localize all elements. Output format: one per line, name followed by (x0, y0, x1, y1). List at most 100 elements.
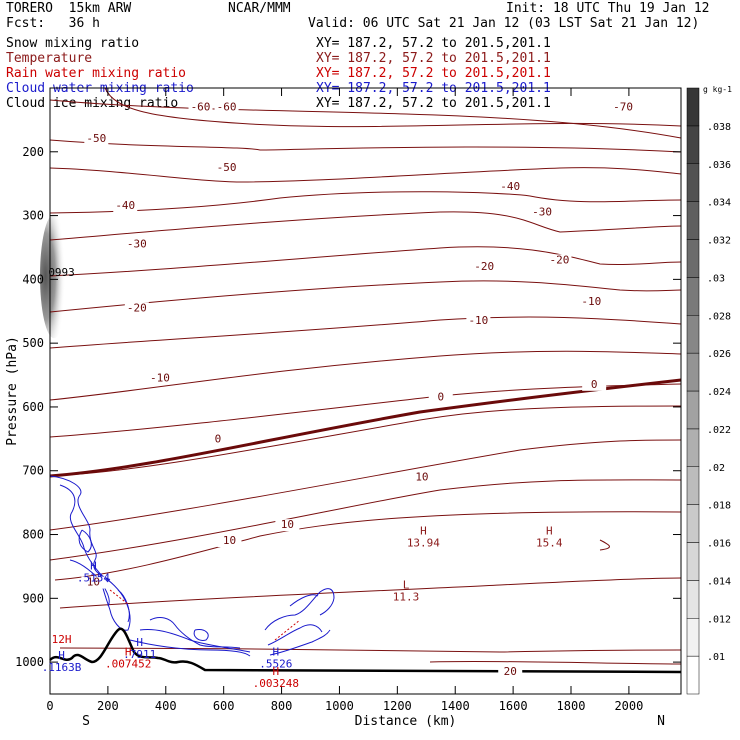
temperature-contour-label: -50 (86, 132, 106, 145)
extremum-marker: H (272, 665, 279, 678)
cloud-water-contour (267, 624, 323, 646)
temperature-contour (49, 139, 682, 153)
contour-label-bg (530, 206, 555, 219)
temperature-contour (49, 479, 682, 561)
x-tick-label: 200 (97, 699, 119, 713)
colorbar-tick-label: .014 (707, 576, 731, 587)
temperature-contour (49, 316, 682, 349)
temperature-contour-label: 10 (281, 518, 294, 531)
x-tick-label: 1400 (441, 699, 470, 713)
field-name: Rain water mixing ratio (6, 66, 187, 81)
temperature-contour-label: -30 (127, 237, 147, 250)
extremum-value: 13.94 (407, 537, 440, 550)
center-name: NCAR/MMM (228, 1, 291, 16)
contour-label-bg (147, 372, 172, 385)
temperature-contour-label: -40 (115, 199, 135, 212)
temperature-contour (429, 660, 682, 665)
field-name: Cloud ice mixing ratio (6, 96, 179, 111)
contour-label-bg (124, 302, 149, 315)
temperature-contour-label: 0 (215, 433, 222, 446)
y-tick-label: 600 (22, 400, 44, 414)
y-axis-label: Pressure (hPa) (5, 336, 20, 446)
temperature-contour (49, 211, 682, 241)
field-name: Temperature (6, 51, 93, 66)
colorbar-tick-label: .036 (707, 160, 731, 171)
contour-label-bg (611, 101, 636, 114)
y-tick-label: 400 (22, 272, 44, 286)
north-label: N (657, 714, 665, 729)
temperature-contour (49, 350, 682, 401)
extremum-value: .5154 (77, 572, 110, 585)
extremum-marker: H (58, 649, 65, 662)
cloud-water-contour (289, 594, 319, 607)
field-xy-range: XY= 187.2, 57.2 to 201.5,201.1 (316, 66, 551, 81)
y-tick-label: 1000 (15, 655, 44, 669)
cloud-water-contour (49, 475, 111, 581)
extremum-value: .1163B (42, 661, 82, 674)
temperature-contour-label: -70 (613, 100, 633, 113)
x-tick-label: 1000 (325, 699, 354, 713)
extremum-marker: H (125, 646, 132, 659)
x-tick-label: 400 (155, 699, 177, 713)
colorbar-tick-label: .018 (707, 501, 731, 512)
temperature-contour (54, 511, 682, 581)
contour-label-bg (579, 295, 604, 308)
contour-label-bg (214, 161, 239, 174)
contour-label-bg (472, 260, 497, 273)
temperature-contour-label: -20 (127, 301, 147, 314)
x-tick-label: 1800 (557, 699, 586, 713)
temperature-contour-label: -40 (500, 180, 520, 193)
colorbar-tick-label: .032 (707, 236, 731, 247)
temperature-contour (59, 577, 682, 609)
extremum-value: .007452 (105, 658, 151, 671)
contour-label-bg (188, 101, 213, 114)
colorbar-swatch (686, 542, 700, 581)
contour-label-bg (81, 576, 106, 589)
colorbar-tick-label: .034 (707, 198, 731, 209)
x-tick-label: 1600 (499, 699, 528, 713)
temperature-contour-label: -60 (191, 100, 211, 113)
temperature-contour (49, 191, 682, 214)
colorbar-swatch (686, 352, 700, 392)
rain-water-contour (274, 619, 301, 641)
x-tick-label: 600 (213, 699, 235, 713)
freezing-level-contour (49, 378, 682, 478)
colorbar-tick-label: .038 (707, 122, 731, 133)
y-tick-label: 800 (22, 528, 44, 542)
temperature-contour (49, 246, 682, 277)
temperature-contour (49, 439, 682, 531)
y-tick-label: 900 (22, 591, 44, 605)
y-tick-label: 200 (22, 145, 44, 159)
x-tick-label: 800 (271, 699, 293, 713)
extremum-marker: 12H (52, 633, 72, 646)
contour-label-bg (582, 378, 607, 391)
temperature-contour-label: 10 (87, 576, 100, 589)
colorbar-swatch (686, 201, 700, 240)
cloud-water-contour (269, 629, 331, 656)
colorbar-swatch (686, 315, 700, 354)
contour-label-bg (217, 535, 242, 548)
cloud-water-contour (139, 629, 251, 653)
field-xy-range: XY= 187.2, 57.2 to 201.5,201.1 (316, 36, 551, 51)
colorbar-tick-label: .012 (707, 614, 731, 625)
temperature-contour (49, 280, 682, 313)
terrain-line (49, 627, 682, 674)
cloud-water-contour (59, 484, 109, 583)
extremum-value: 11.3 (393, 591, 420, 604)
init-time: Init: 18 UTC Thu 19 Jan 12 (506, 1, 710, 16)
forecast-hour: Fcst: 36 h (6, 16, 100, 31)
temperature-contour-label: 20 (504, 665, 517, 678)
extremum-value: .7911 (123, 648, 156, 661)
field-xy-range: XY= 187.2, 57.2 to 201.5,201.1 (316, 96, 551, 111)
contour-label-bg (409, 471, 434, 484)
extremum-value: .003248 (253, 677, 299, 690)
cloud-water-contour (117, 589, 130, 623)
temperature-contour (49, 405, 682, 477)
colorbar-swatch (686, 277, 700, 316)
contour-label-bg (466, 315, 491, 328)
y-tick-label: 700 (22, 464, 44, 478)
extremum-marker: H (546, 525, 553, 538)
colorbar-swatch (686, 466, 700, 505)
extremum-marker: H (136, 636, 143, 649)
model-title: TORERO 15km ARW (6, 1, 132, 16)
